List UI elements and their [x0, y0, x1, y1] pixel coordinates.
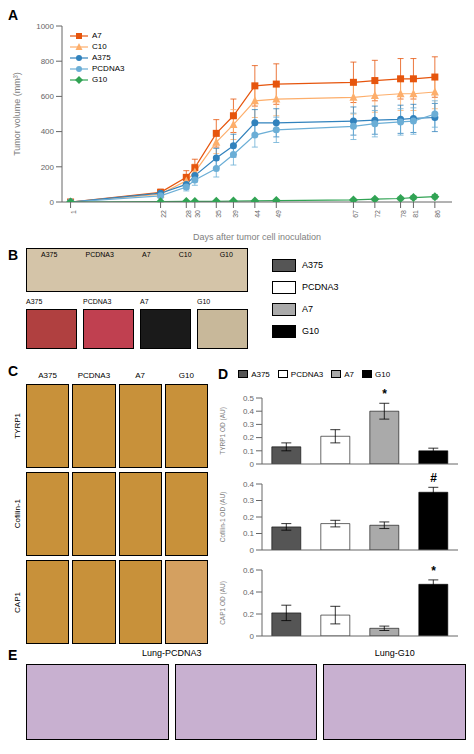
html-text:A7: A7	[344, 369, 355, 379]
svg-text:600: 600	[41, 92, 55, 101]
html-text:C: C	[8, 363, 19, 379]
svg-text:0.4: 0.4	[243, 480, 255, 489]
html-text:A7: A7	[302, 304, 313, 314]
svg-text:1000: 1000	[36, 22, 54, 31]
svg-text:Cofilin-1 OD (AU): Cofilin-1 OD (AU)	[219, 492, 227, 543]
svg-text:0.1: 0.1	[243, 447, 255, 456]
html-text:A375: A375	[251, 369, 270, 379]
svg-text:28: 28	[185, 210, 192, 218]
html-text:A: A	[8, 7, 19, 23]
svg-text:0.5: 0.5	[243, 394, 255, 403]
svg-text:Tumor volume (mm³): Tumor volume (mm³)	[12, 72, 22, 156]
html-text:C10: C10	[92, 42, 107, 51]
html-text:E: E	[8, 647, 18, 663]
html-text:Lung-PCDNA3: Lung-PCDNA3	[141, 648, 202, 658]
svg-text:200: 200	[41, 163, 55, 172]
svg-text:400: 400	[41, 127, 55, 136]
svg-text:0.1: 0.1	[243, 529, 255, 538]
html-text:PCDNA3: PCDNA3	[85, 251, 114, 258]
svg-text:72: 72	[374, 210, 381, 218]
svg-text:30: 30	[194, 210, 201, 218]
svg-text:#: #	[430, 471, 437, 485]
svg-text:0.2: 0.2	[243, 610, 255, 619]
html-text:C10: C10	[178, 251, 192, 258]
svg-text:22: 22	[160, 210, 167, 218]
svg-text:0.2: 0.2	[243, 433, 255, 442]
svg-text:0.3: 0.3	[243, 496, 255, 505]
svg-text:35: 35	[215, 210, 222, 218]
html-text:A7: A7	[140, 298, 149, 305]
html-text:G10: G10	[197, 298, 211, 305]
html-text:Cofilin-1: Cofilin-1	[12, 499, 22, 529]
html-text:D: D	[218, 366, 229, 382]
svg-text:0: 0	[50, 198, 55, 207]
svg-text:49: 49	[275, 210, 282, 218]
svg-text:0: 0	[250, 460, 255, 469]
svg-text:0: 0	[250, 632, 255, 641]
html-text:A375: A375	[26, 298, 43, 305]
svg-text:TYRP1 OD (AU): TYRP1 OD (AU)	[219, 407, 227, 455]
html-text:B: B	[8, 247, 19, 263]
html-text:A375: A375	[302, 260, 323, 270]
svg-text:39: 39	[232, 210, 239, 218]
svg-text:0.3: 0.3	[243, 420, 255, 429]
html-text:PCDNA3: PCDNA3	[77, 371, 111, 380]
html-text:PCDNA3: PCDNA3	[92, 64, 125, 73]
svg-text:0: 0	[250, 546, 255, 555]
html-text:A7: A7	[135, 371, 145, 380]
svg-text:0.4: 0.4	[243, 407, 255, 416]
html-text:Lung-G10: Lung-G10	[374, 648, 415, 658]
svg-text:800: 800	[41, 57, 55, 66]
svg-text:44: 44	[254, 210, 261, 218]
svg-text:67: 67	[352, 210, 359, 218]
svg-text:0.4: 0.4	[243, 588, 255, 597]
svg-text:*: *	[431, 564, 436, 578]
html-text:G10: G10	[219, 251, 233, 258]
html-text:A375: A375	[41, 251, 58, 258]
svg-text:78: 78	[400, 210, 407, 218]
svg-text:86: 86	[434, 210, 441, 218]
html-text:A375: A375	[92, 53, 111, 62]
svg-text:81: 81	[412, 210, 419, 218]
html-text:A7: A7	[92, 31, 102, 40]
svg-text:CAP1 OD (AU): CAP1 OD (AU)	[219, 581, 227, 625]
html-text:A375: A375	[38, 371, 57, 380]
html-text:PCDNA3: PCDNA3	[290, 369, 324, 379]
html-text:PCDNA3: PCDNA3	[83, 298, 112, 305]
svg-text:1: 1	[70, 210, 77, 214]
svg-text:Days after tumor cell inoculat: Days after tumor cell inoculation	[193, 232, 321, 242]
svg-text:0.6: 0.6	[243, 566, 255, 575]
html-text:G10: G10	[375, 369, 391, 379]
html-text:PCDNA3: PCDNA3	[302, 282, 339, 292]
html-text:CAP1: CAP1	[12, 591, 22, 613]
html-text:G10: G10	[178, 371, 194, 380]
html-text:G10: G10	[302, 326, 319, 336]
svg-text:0.2: 0.2	[243, 513, 255, 522]
html-text:A7: A7	[142, 251, 151, 258]
html-text:TYRP1: TYRP1	[12, 413, 22, 439]
html-text:G10: G10	[92, 75, 108, 84]
svg-text:*: *	[382, 387, 387, 401]
